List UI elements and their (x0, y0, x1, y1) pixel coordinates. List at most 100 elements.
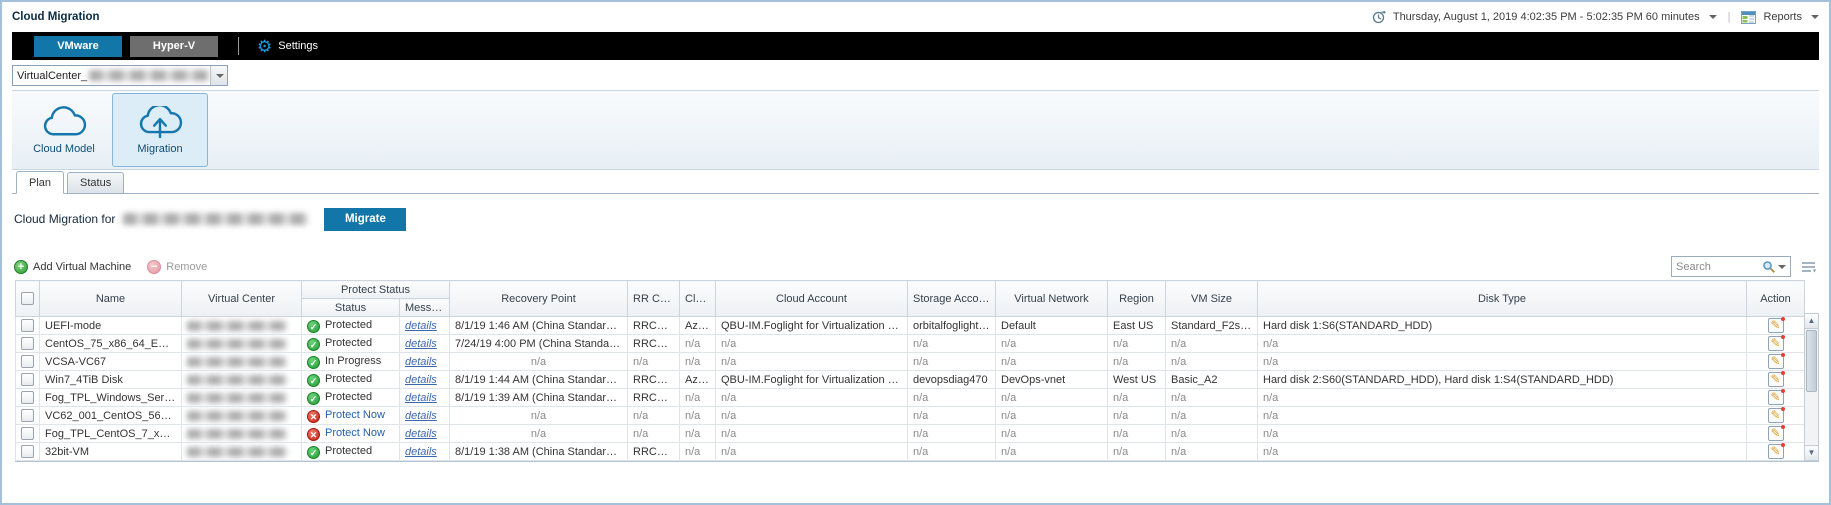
status-text: Protected (325, 318, 373, 331)
cell-region: n/a (1107, 352, 1166, 371)
cell-cloud-account: n/a (715, 352, 908, 371)
add-virtual-machine-button[interactable]: Add Virtual Machine (14, 259, 132, 274)
cell-virtual-network: n/a (995, 406, 1108, 425)
redacted-text (187, 392, 287, 403)
status-ok-icon (307, 391, 320, 405)
grid-customizer-icon[interactable] (1800, 260, 1817, 274)
cell-storage-account: n/a (907, 424, 996, 443)
settings-button[interactable]: Settings (257, 38, 318, 55)
reports-caret-icon[interactable] (1811, 15, 1819, 19)
cell-name: VC62_001_CentOS_56_EN_x86... (39, 406, 182, 425)
column-header-cloud[interactable]: Cloud (679, 280, 716, 317)
row-checkbox[interactable] (21, 391, 34, 404)
column-header-message[interactable]: Message (399, 298, 450, 317)
cell-virtual-center (181, 334, 302, 353)
cell-storage-account: n/a (907, 334, 996, 353)
details-link[interactable]: details (405, 391, 437, 404)
status-error-icon (307, 409, 320, 423)
status-text: Protected (325, 444, 373, 457)
details-link[interactable]: details (405, 373, 437, 386)
row-checkbox[interactable] (21, 337, 34, 350)
edit-action-icon[interactable] (1767, 425, 1785, 441)
status-ok-icon (307, 445, 320, 459)
page-title: Cloud Migration (12, 11, 100, 23)
details-link[interactable]: details (405, 409, 437, 422)
column-header-storage-account[interactable]: Storage Account (907, 280, 996, 317)
gear-icon (257, 38, 272, 55)
column-header-name[interactable]: Name (39, 280, 182, 317)
scrollbar-thumb[interactable] (1806, 330, 1817, 392)
select-all-checkbox[interactable] (21, 292, 34, 305)
reports-menu-label[interactable]: Reports (1763, 11, 1802, 23)
virtual-center-select[interactable]: VirtualCenter_ (12, 65, 228, 86)
select-arrow-box[interactable] (210, 66, 227, 85)
column-header-cloud-account[interactable]: Cloud Account (715, 280, 908, 317)
column-header-recovery-point[interactable]: Recovery Point (449, 280, 628, 317)
time-range-caret-icon[interactable] (1708, 15, 1717, 19)
protect-now-link[interactable]: Protect Now (325, 426, 385, 439)
cell-cloud-account: n/a (715, 406, 908, 425)
column-header-virtual-network[interactable]: Virtual Network (995, 280, 1108, 317)
row-checkbox[interactable] (21, 445, 34, 458)
cell-cloud: n/a (679, 406, 716, 425)
search-box (1671, 256, 1791, 277)
cell-disk-type: n/a (1257, 424, 1747, 443)
row-checkbox[interactable] (21, 373, 34, 386)
cell-storage-account: n/a (907, 388, 996, 407)
row-checkbox[interactable] (21, 409, 34, 422)
edit-action-icon[interactable] (1767, 371, 1785, 387)
cell-region: East US (1107, 316, 1166, 335)
vertical-scrollbar[interactable]: ▲ ▼ (1804, 313, 1819, 461)
row-checkbox[interactable] (21, 427, 34, 440)
column-header-vm-size[interactable]: VM Size (1165, 280, 1258, 317)
details-link[interactable]: details (405, 355, 437, 368)
cell-storage-account: devopsdiag470 (907, 370, 996, 389)
search-input[interactable] (1676, 260, 1762, 273)
cell-message: details (399, 370, 450, 389)
tile-cloud-model[interactable]: Cloud Model (16, 93, 112, 167)
add-virtual-machine-label: Add Virtual Machine (33, 260, 132, 273)
vmware-button[interactable]: VMware (34, 35, 122, 57)
column-header-region[interactable]: Region (1107, 280, 1166, 317)
remove-button[interactable]: Remove (147, 259, 207, 274)
details-link[interactable]: details (405, 337, 437, 350)
details-link[interactable]: details (405, 319, 437, 332)
cell-message: details (399, 334, 450, 353)
cell-name: Fog_TPL_CentOS_7_x64_migra... (39, 424, 182, 443)
cell-virtual-network: Default (995, 316, 1108, 335)
edit-action-icon[interactable] (1767, 443, 1785, 459)
tile-migration[interactable]: Migration (112, 93, 208, 167)
tab-plan[interactable]: Plan (16, 171, 65, 194)
details-link[interactable]: details (405, 445, 437, 458)
hyperv-button[interactable]: Hyper-V (130, 35, 218, 57)
search-options-caret-icon[interactable] (1778, 264, 1786, 269)
scroll-down-arrow-icon[interactable]: ▼ (1805, 445, 1818, 460)
edit-action-icon[interactable] (1767, 389, 1785, 405)
cell-cloud-account: n/a (715, 334, 908, 353)
scroll-up-arrow-icon[interactable]: ▲ (1805, 314, 1818, 329)
time-range-label[interactable]: Thursday, August 1, 2019 4:02:35 PM - 5:… (1392, 11, 1700, 23)
cell-cloud-account: n/a (715, 388, 908, 407)
column-header-virtual-center[interactable]: Virtual Center (181, 280, 302, 317)
edit-action-icon[interactable] (1767, 317, 1785, 333)
column-header-status[interactable]: Status (301, 298, 400, 317)
column-group-protect-status: Protect Status (301, 280, 450, 299)
column-header-disk-type[interactable]: Disk Type (1257, 280, 1747, 317)
column-header-rr-core[interactable]: RR Core (627, 280, 680, 317)
protect-now-link[interactable]: Protect Now (325, 408, 385, 421)
migrate-button[interactable]: Migrate (324, 207, 407, 231)
table-row: CentOS_75_x86_64_EN-Multi-N... Protected… (15, 334, 1805, 353)
cell-status: Protected (301, 442, 400, 461)
edit-action-icon[interactable] (1767, 335, 1785, 351)
cell-cloud: Azure (679, 316, 716, 335)
details-link[interactable]: details (405, 427, 437, 440)
row-checkbox[interactable] (21, 319, 34, 332)
cell-cloud-account: QBU-IM.Foglight for Virtualization (35) (715, 370, 908, 389)
edit-action-icon[interactable] (1767, 407, 1785, 423)
edit-action-icon[interactable] (1767, 353, 1785, 369)
row-checkbox[interactable] (21, 355, 34, 368)
platform-bar: VMware Hyper-V Settings (12, 32, 1819, 60)
tab-status[interactable]: Status (67, 172, 125, 193)
cell-message: details (399, 316, 450, 335)
search-icon[interactable] (1762, 260, 1776, 274)
